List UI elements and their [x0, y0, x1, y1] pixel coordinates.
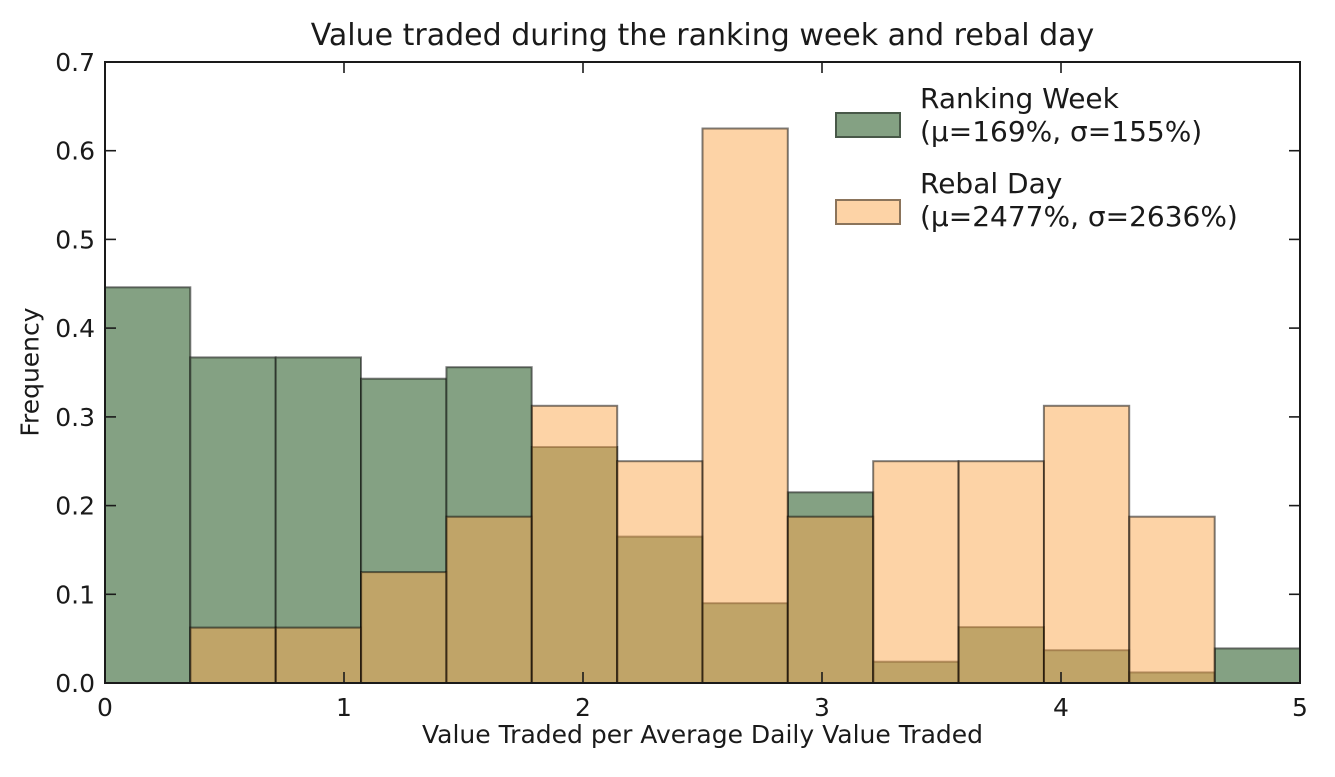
x-ticks: [104, 62, 1301, 683]
y-tick-label: 0.0: [55, 669, 95, 698]
bar: [957, 460, 1045, 685]
legend-label-line2: (μ=2477%, σ=2636%): [920, 200, 1238, 233]
x-tick-labels: 0 1 2 3 4 5: [97, 693, 1308, 722]
x-tick-label: 4: [1053, 693, 1069, 722]
legend-label-ranking-week: Ranking Week (μ=169%, σ=155%): [920, 82, 1202, 148]
bar: [1213, 647, 1301, 685]
bar: [189, 626, 277, 684]
bar: [1042, 404, 1131, 684]
legend-label-rebal-day: Rebal Day (μ=2477%, σ=2636%): [920, 167, 1238, 233]
bar: [616, 460, 704, 685]
y-tick-labels: 0.0 0.1 0.2 0.3 0.4 0.5 0.6 0.7: [55, 48, 95, 698]
y-tick-label: 0.3: [55, 403, 95, 432]
legend-label-line2: (μ=169%, σ=155%): [920, 115, 1203, 148]
bar: [104, 286, 192, 684]
bars-rebal-day: [189, 127, 1216, 685]
bar: [1128, 515, 1216, 685]
legend-swatch-rebal-day: [835, 199, 901, 225]
x-tick-label: 1: [336, 693, 352, 722]
y-tick-label: 0.4: [55, 314, 95, 343]
legend-label-line1: Ranking Week: [920, 82, 1119, 115]
y-ticks: [105, 61, 1300, 684]
bar: [872, 460, 960, 685]
x-axis-label: Value Traded per Average Daily Value Tra…: [421, 720, 984, 749]
plot-frame: [104, 61, 1301, 684]
bar: [701, 127, 789, 684]
x-tick-label: 0: [97, 693, 113, 722]
bar: [360, 571, 448, 684]
y-tick-label: 0.7: [55, 48, 95, 77]
y-axis-label: Frequency: [15, 307, 45, 437]
x-tick-label: 3: [814, 693, 830, 722]
bar: [274, 626, 363, 684]
legend-swatch-ranking-week: [835, 112, 901, 138]
x-tick-label: 5: [1292, 693, 1308, 722]
y-tick-label: 0.1: [55, 580, 95, 609]
y-tick-label: 0.2: [55, 492, 95, 521]
bar: [445, 515, 533, 685]
bar: [530, 404, 619, 684]
x-tick-label: 2: [575, 693, 591, 722]
y-tick-label: 0.6: [55, 137, 95, 166]
bar: [786, 515, 875, 685]
chart-title: Value traded during the ranking week and…: [310, 18, 1095, 53]
y-tick-label: 0.5: [55, 225, 95, 254]
legend-label-line1: Rebal Day: [920, 167, 1063, 200]
